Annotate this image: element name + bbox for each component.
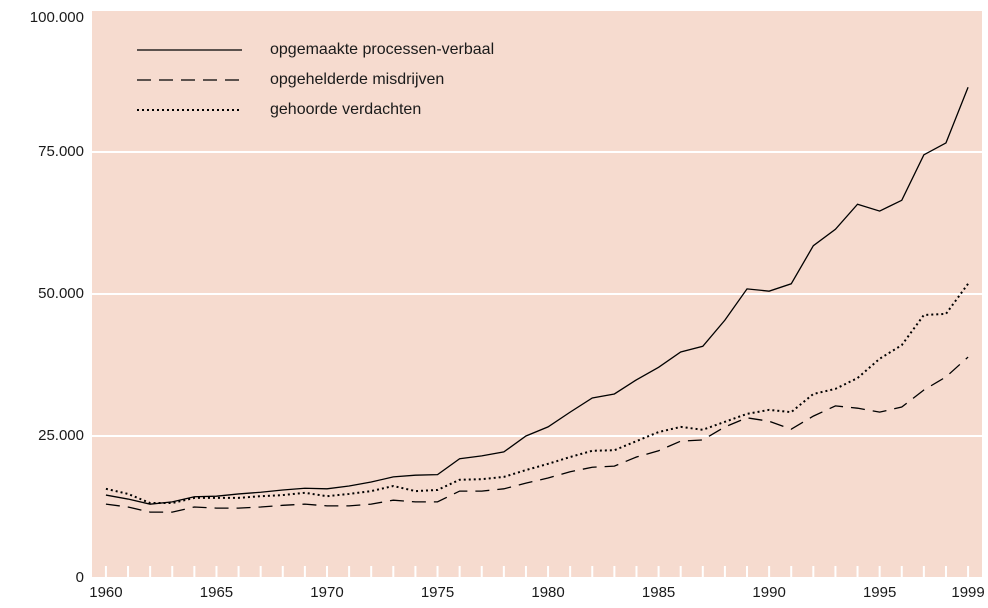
y-tick-label: 100.000: [30, 9, 84, 26]
x-tick-label: 1990: [752, 584, 785, 601]
x-tick-label: 1975: [421, 584, 454, 601]
x-tick-label: 1985: [642, 584, 675, 601]
legend: opgemaakte processen-verbaal opgehelderde…: [137, 41, 494, 118]
y-tick-label: 0: [76, 569, 84, 586]
x-tick-label: 1995: [863, 584, 896, 601]
series-line: [105, 356, 969, 513]
y-tick-label: 25.000: [38, 427, 84, 444]
x-tick-label: 1970: [310, 584, 343, 601]
y-tick-label: 50.000: [38, 285, 84, 302]
x-tick-label: 1960: [89, 584, 122, 601]
x-tick-label: 1965: [200, 584, 233, 601]
legend-label: opgehelderde misdrijven: [270, 71, 444, 88]
series-line: [105, 283, 969, 505]
x-tick-label: 1980: [531, 584, 564, 601]
x-tick-label: 1999: [951, 584, 984, 601]
y-tick-label: 75.000: [38, 143, 84, 160]
legend-label: gehoorde verdachten: [270, 101, 421, 118]
series-line: [105, 87, 969, 505]
legend-label: opgemaakte processen-verbaal: [270, 41, 494, 58]
